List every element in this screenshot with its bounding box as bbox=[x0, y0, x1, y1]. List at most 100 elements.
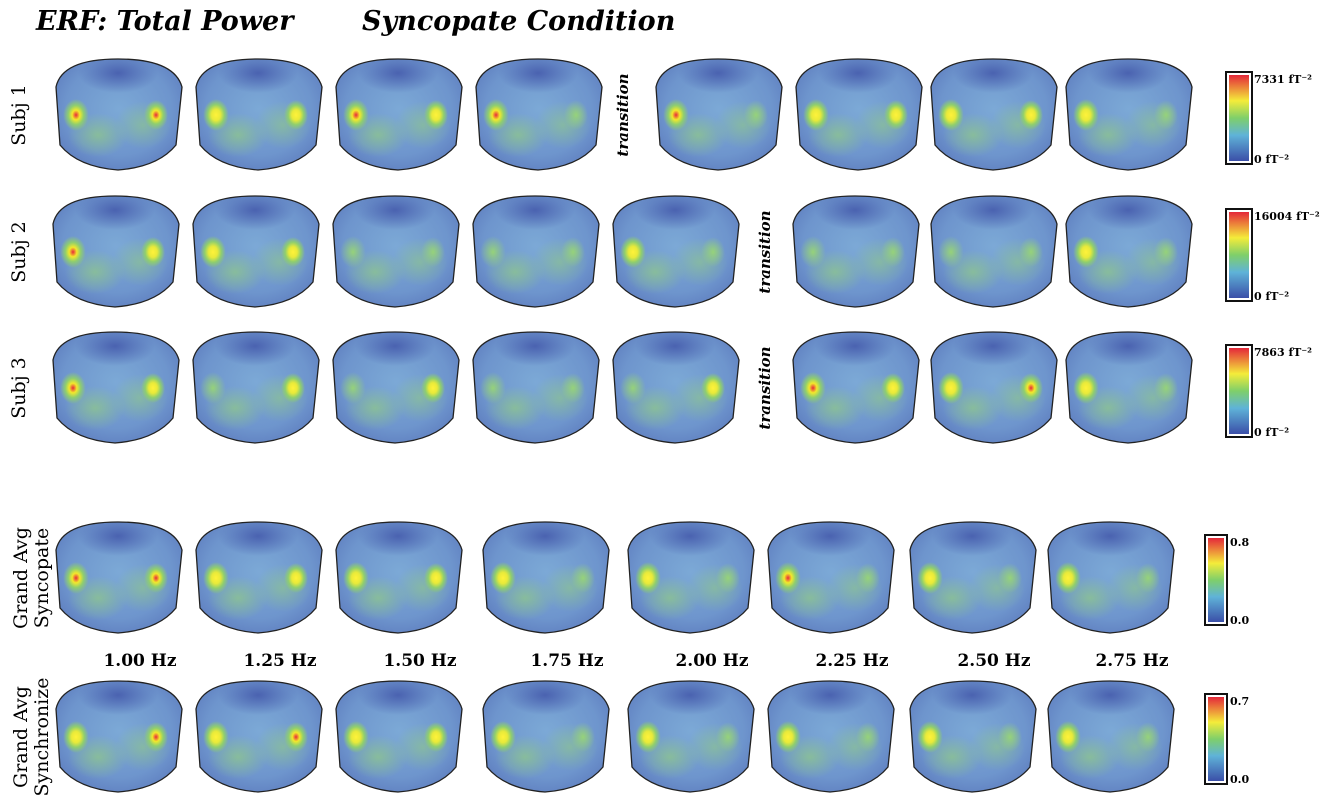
head-map bbox=[613, 326, 739, 443]
spot bbox=[200, 372, 226, 404]
head-map bbox=[796, 53, 922, 170]
colorbar-min: 0 fT⁻² bbox=[1254, 290, 1289, 303]
spot bbox=[564, 100, 588, 130]
spot bbox=[141, 237, 165, 267]
spot bbox=[856, 722, 880, 752]
colorbar bbox=[1229, 75, 1249, 161]
spot bbox=[284, 563, 308, 593]
head-map bbox=[656, 53, 782, 170]
spot bbox=[635, 721, 661, 753]
spot bbox=[620, 372, 646, 404]
spot bbox=[620, 236, 646, 268]
spot bbox=[744, 100, 768, 130]
figure-title: ERF: Total Power bbox=[35, 6, 295, 37]
spot bbox=[884, 100, 908, 130]
head-map bbox=[613, 190, 739, 307]
spot bbox=[938, 372, 964, 404]
spot bbox=[421, 237, 445, 267]
spot bbox=[340, 236, 366, 268]
spot bbox=[701, 373, 725, 403]
spot bbox=[701, 237, 725, 267]
row-label: Grand Avg bbox=[10, 527, 32, 629]
spot bbox=[881, 373, 905, 403]
spot bbox=[775, 721, 801, 753]
spot bbox=[281, 237, 305, 267]
head-map bbox=[336, 675, 462, 792]
row-label: Grand Avg bbox=[10, 686, 32, 788]
head-map bbox=[53, 326, 179, 443]
head-map bbox=[931, 53, 1057, 170]
spot bbox=[938, 236, 964, 268]
head-map bbox=[56, 53, 182, 170]
spot bbox=[938, 99, 964, 131]
spot bbox=[1019, 237, 1043, 267]
spot bbox=[663, 99, 689, 131]
spot bbox=[1055, 562, 1081, 594]
spot bbox=[340, 372, 366, 404]
head-map bbox=[931, 326, 1057, 443]
colorbar-max: 16004 fT⁻² bbox=[1254, 210, 1320, 223]
frequency-label: 2.50 Hz bbox=[957, 651, 1030, 671]
head-map bbox=[483, 516, 609, 633]
spot bbox=[803, 99, 829, 131]
spot bbox=[144, 722, 168, 752]
row-label: Synchronize bbox=[31, 678, 53, 797]
spot bbox=[856, 563, 880, 593]
head-map bbox=[483, 675, 609, 792]
spot bbox=[281, 373, 305, 403]
spot bbox=[917, 721, 943, 753]
frequency-label: 1.75 Hz bbox=[530, 651, 603, 671]
spot bbox=[561, 373, 585, 403]
row-label: Subj 2 bbox=[8, 221, 30, 282]
spot bbox=[203, 562, 229, 594]
row-label: Subj 3 bbox=[8, 357, 30, 418]
colorbar bbox=[1208, 697, 1224, 781]
spot bbox=[63, 721, 89, 753]
transition-label: transition bbox=[756, 346, 774, 429]
spot bbox=[424, 563, 448, 593]
spot bbox=[1154, 373, 1178, 403]
head-map bbox=[476, 53, 602, 170]
spot bbox=[1154, 237, 1178, 267]
spot bbox=[343, 721, 369, 753]
spot bbox=[716, 722, 740, 752]
head-map bbox=[931, 190, 1057, 307]
head-map bbox=[333, 326, 459, 443]
spot bbox=[144, 563, 168, 593]
spot bbox=[421, 373, 445, 403]
colorbar-max: 7863 fT⁻² bbox=[1254, 346, 1312, 359]
condition-title: Syncopate Condition bbox=[362, 6, 675, 37]
head-map bbox=[910, 675, 1036, 792]
spot bbox=[1073, 236, 1099, 268]
head-map bbox=[768, 516, 894, 633]
head-map bbox=[1048, 675, 1174, 792]
frequency-label: 1.25 Hz bbox=[243, 651, 316, 671]
head-map bbox=[473, 190, 599, 307]
head-map bbox=[196, 516, 322, 633]
transition-label: transition bbox=[614, 73, 632, 156]
spot bbox=[881, 237, 905, 267]
spot bbox=[571, 563, 595, 593]
spot bbox=[800, 372, 826, 404]
head-map bbox=[196, 53, 322, 170]
frequency-label: 1.00 Hz bbox=[103, 651, 176, 671]
head-map bbox=[1048, 516, 1174, 633]
head-map bbox=[56, 675, 182, 792]
head-map bbox=[910, 516, 1036, 633]
spot bbox=[200, 236, 226, 268]
spot bbox=[480, 372, 506, 404]
head-map bbox=[336, 53, 462, 170]
spot bbox=[1136, 563, 1160, 593]
spot bbox=[141, 373, 165, 403]
frequency-label: 2.25 Hz bbox=[815, 651, 888, 671]
spot bbox=[424, 100, 448, 130]
spot bbox=[424, 722, 448, 752]
spot bbox=[571, 722, 595, 752]
spot bbox=[1019, 100, 1043, 130]
spot bbox=[716, 563, 740, 593]
frequency-label: 2.00 Hz bbox=[675, 651, 748, 671]
spot bbox=[144, 100, 168, 130]
spot bbox=[917, 562, 943, 594]
colorbar-max: 7331 fT⁻² bbox=[1254, 73, 1312, 86]
head-map bbox=[793, 190, 919, 307]
